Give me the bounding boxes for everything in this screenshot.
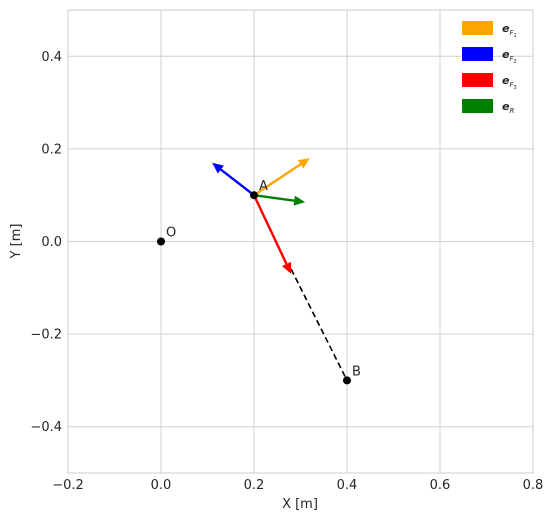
legend-swatch-e-f3	[462, 73, 493, 87]
legend-label-subsub: 1	[514, 33, 517, 39]
legend-label-sub: F	[509, 29, 514, 37]
segments	[290, 268, 348, 381]
dashed-line-to-b	[290, 268, 348, 381]
legend-label-e-f2: eF2	[502, 48, 517, 65]
vectors	[212, 158, 310, 274]
legend-label-e-f3: eF3	[502, 74, 517, 91]
legend-label-e-f1: eF1	[502, 22, 517, 39]
point-a	[250, 191, 258, 200]
y-axis-label: Y [m]	[9, 224, 24, 260]
legend-swatch-e-r	[462, 99, 493, 113]
legend-label-main: e	[502, 22, 510, 35]
vector-e-f1-head	[297, 158, 310, 169]
x-tick-label: 0.0	[151, 478, 172, 493]
legend-label-main: e	[502, 48, 510, 61]
legend-swatch-e-f2	[462, 47, 493, 61]
legend-label-e-r: eR	[502, 100, 514, 115]
legend-label-sub: R	[509, 107, 514, 115]
x-tick-label: 0.6	[430, 478, 451, 493]
vector-e-f1-shaft	[253, 163, 302, 197]
vector-e-f3-head	[281, 261, 292, 274]
x-tick-label: 0.4	[337, 478, 358, 493]
x-tick-label: 0.8	[523, 478, 544, 493]
plot-frame	[67, 9, 534, 474]
vector-e-r-head	[293, 195, 306, 206]
vector-e-f2-head	[212, 162, 224, 174]
x-tick-label: 0.2	[244, 478, 265, 493]
y-tick-label: −0.4	[30, 420, 62, 435]
vector-e-f2-shaft	[220, 168, 255, 197]
point-o	[157, 237, 165, 246]
legend-label-subsub: 2	[514, 59, 517, 65]
point-label-o: O	[166, 226, 176, 241]
vector-e-r-shaft	[253, 194, 295, 202]
point-b	[343, 376, 351, 385]
y-tick-label: 0.4	[41, 50, 62, 65]
x-tick-label: −0.2	[52, 478, 84, 493]
legend-swatch-e-f1	[462, 21, 493, 35]
legend-label-subsub: 3	[514, 85, 517, 91]
point-label-a: A	[259, 179, 268, 194]
legend-label-main: e	[502, 74, 510, 87]
vector-e-f3-shaft	[252, 194, 288, 265]
x-axis-label: X [m]	[282, 497, 318, 512]
y-tick-label: 0.0	[41, 235, 62, 250]
legend-label-sub: F	[509, 81, 514, 89]
x-tick-labels: −0.2 0.0 0.2 0.4 0.6 0.8	[52, 478, 543, 493]
legend-label-main: e	[502, 100, 510, 113]
y-tick-label: 0.2	[41, 142, 62, 157]
legend-label-sub: F	[509, 55, 514, 63]
point-label-b: B	[352, 364, 361, 379]
y-tick-label: −0.2	[30, 328, 62, 343]
y-tick-labels: −0.4 −0.2 0.0 0.2 0.4	[30, 50, 62, 435]
points: O A B	[157, 179, 361, 385]
